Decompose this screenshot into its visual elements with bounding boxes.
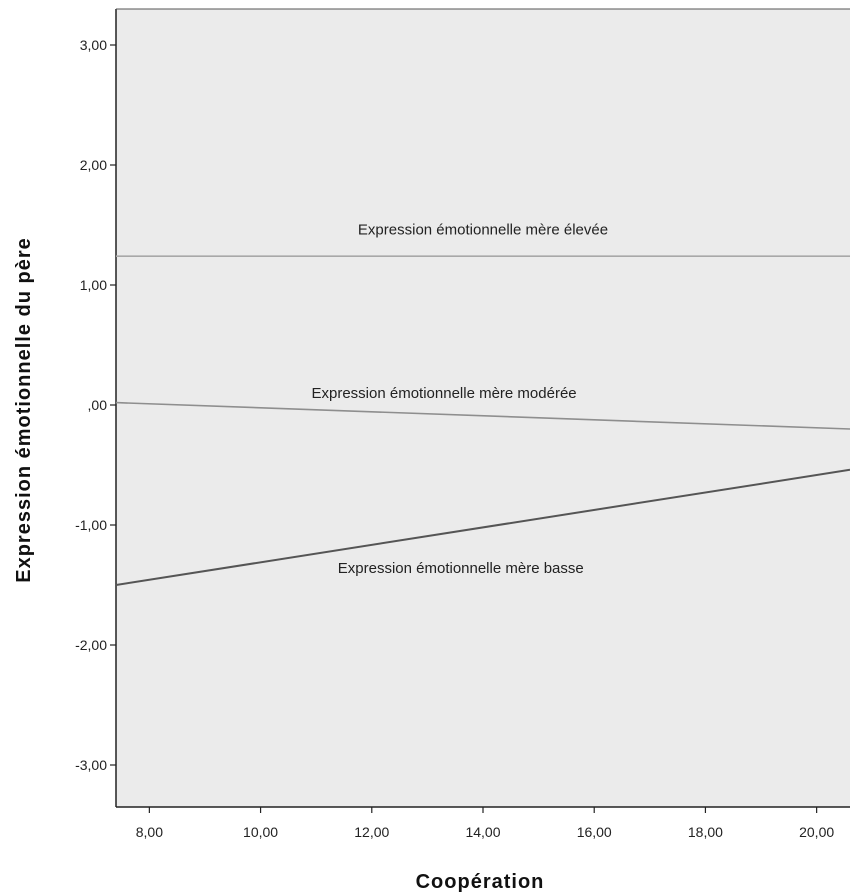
series-label-moderee: Expression émotionnelle mère modérée (312, 385, 577, 402)
x-tick-label: 8,00 (136, 824, 163, 840)
series-label-basse: Expression émotionnelle mère basse (338, 560, 584, 577)
x-axis: 8,00 10,00 12,00 14,00 16,00 18,00 20,00 (116, 8, 850, 840)
series-layer: Expression émotionnelle mère élevée Expre… (115, 222, 850, 586)
x-tick-label: 20,00 (799, 824, 834, 840)
x-tick-label: 10,00 (243, 824, 278, 840)
x-tick-label: 12,00 (354, 824, 389, 840)
y-tick-label: ,00 (88, 397, 108, 413)
y-tick-label: 1,00 (80, 277, 107, 293)
x-tick-label: 16,00 (577, 824, 612, 840)
series-line-basse (115, 468, 850, 586)
series-line-moderee (115, 401, 850, 430)
series-label-elevee: Expression émotionnelle mère élevée (358, 222, 608, 239)
y-tick-label: -2,00 (75, 637, 107, 653)
y-axis-title: Expression émotionnelle du père (13, 237, 35, 583)
y-tick-label: 2,00 (80, 157, 107, 173)
plot-area (116, 9, 850, 807)
x-axis-title: Coopération (416, 871, 545, 893)
x-tick-label: 14,00 (465, 824, 500, 840)
y-tick-label: 3,00 (80, 37, 107, 53)
y-tick-label: -3,00 (75, 757, 107, 773)
x-tick-label: 18,00 (688, 824, 723, 840)
y-tick-label: -1,00 (75, 517, 107, 533)
y-axis: 3,00 2,00 1,00 ,00 -1,00 -2,00 -3,00 (75, 9, 117, 807)
